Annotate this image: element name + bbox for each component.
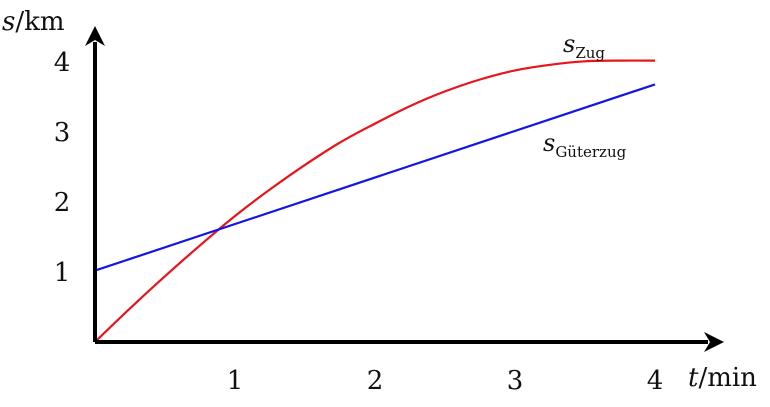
series-line-gueterzug (94, 83, 656, 272)
y-tick-label: 3 (54, 118, 71, 148)
series-label-zug-var: s (563, 30, 575, 58)
x-tick-label: 2 (367, 366, 384, 396)
y-tick-label: 2 (54, 188, 71, 218)
y-tick-label: 4 (54, 48, 71, 78)
x-tick-labels: 1 2 3 4 (227, 366, 664, 396)
x-tick-label: 3 (507, 366, 524, 396)
series-layer (94, 59, 656, 343)
x-axis-label: t/min (688, 363, 757, 393)
series-label-gueterzug-var: s (543, 129, 555, 157)
x-tick-label: 4 (647, 366, 664, 396)
x-tick-label: 1 (227, 366, 244, 396)
y-axis-unit: /km (15, 7, 64, 37)
y-axis-label: s/km (2, 7, 65, 37)
series-label-zug-sub: Zug (575, 44, 605, 62)
y-axis-var: s (2, 7, 15, 37)
series-label-gueterzug: sGüterzug (543, 129, 627, 161)
x-axis-var: t (688, 363, 699, 393)
y-tick-label: 1 (54, 258, 71, 288)
x-axis-unit: /min (698, 363, 757, 393)
y-tick-labels: 1 2 3 4 (54, 48, 71, 288)
series-label-zug: sZug (563, 30, 605, 62)
series-label-gueterzug-sub: Güterzug (555, 143, 626, 161)
series-line-zug (94, 59, 656, 343)
